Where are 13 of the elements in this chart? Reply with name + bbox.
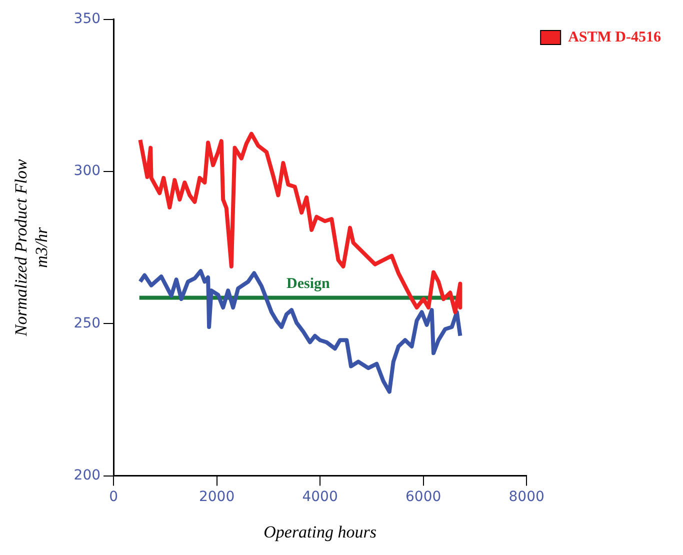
x-tick-label: 6000	[406, 488, 442, 505]
x-tick-label: 2000	[198, 488, 235, 505]
legend-label: ASTM D-4516	[568, 29, 662, 46]
y-tick-label: 200	[74, 467, 101, 484]
x-axis-title: Operating hours	[264, 522, 377, 542]
y-tick-label: 300	[74, 163, 101, 180]
annotation: Design	[286, 276, 330, 292]
x-tick-label: 4000	[302, 488, 338, 505]
y-tick-label: 350	[74, 11, 101, 28]
y-axis-title: Normalized Product Flow m3/hr	[12, 158, 52, 338]
x-tick-label: 8000	[508, 488, 544, 505]
y-tick-label: 250	[74, 315, 101, 332]
x-tick-label: 0	[109, 488, 118, 505]
